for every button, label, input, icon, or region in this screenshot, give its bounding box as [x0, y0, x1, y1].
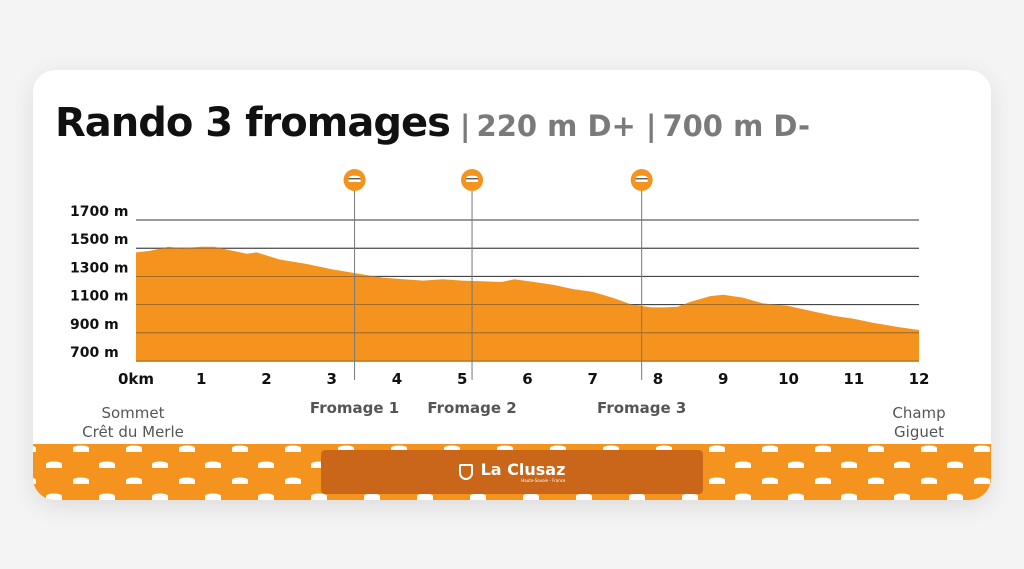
cheese-icon	[735, 493, 751, 500]
cheese-icon	[232, 477, 248, 484]
shield-icon	[458, 464, 473, 480]
cheese-icon	[46, 493, 62, 500]
cheese-icon	[311, 493, 327, 500]
end-location-label: Giguet	[894, 423, 944, 441]
cheese-icon	[33, 478, 36, 484]
cheese-icon	[762, 445, 778, 452]
cheese-icon	[815, 477, 831, 484]
start-location-label: Sommet	[101, 404, 164, 422]
x-tick-label: 0km	[118, 370, 154, 388]
marker-label: Fromage 3	[597, 399, 686, 417]
cheese-icon	[73, 445, 89, 452]
logo-text: La Clusaz	[480, 459, 566, 479]
cheese-icon	[629, 493, 645, 500]
cheese-icon-band	[348, 178, 361, 180]
title-row: Rando 3 fromages | 220 m D+ | 700 m D-	[55, 100, 810, 146]
x-tick-label: 4	[392, 370, 402, 388]
cheese-icon-side	[348, 178, 361, 182]
x-tick-label: 11	[843, 370, 864, 388]
cheese-icon	[126, 477, 142, 484]
cheese-icon	[921, 445, 937, 452]
cheese-icon	[974, 477, 990, 484]
marker-label: Fromage 2	[427, 399, 516, 417]
cheese-icon	[179, 477, 195, 484]
cheese-icon-side	[635, 178, 648, 182]
cheese-icon	[205, 461, 221, 468]
y-tick-label: 700 m	[70, 345, 119, 361]
cheese-icon	[894, 461, 910, 468]
cheese-icon	[921, 477, 937, 484]
brand-logo: La Clusaz Haute-Savoie - France	[321, 450, 703, 494]
cheese-icon	[417, 493, 433, 500]
cheese-icon	[576, 493, 592, 500]
cheese-icon	[762, 477, 778, 484]
ascent-stat: 220 m D+	[476, 109, 636, 143]
cheese-icon-band	[635, 178, 648, 180]
cheese-icon	[364, 493, 380, 500]
cheese-icon	[788, 493, 804, 500]
cheese-icon	[841, 493, 857, 500]
cheese-icon	[947, 493, 963, 500]
cheese-icon	[947, 461, 963, 468]
y-tick-label: 1700 m	[70, 204, 128, 220]
cheese-icon	[152, 461, 168, 468]
cheese-icon-band	[466, 178, 479, 180]
cheese-icon	[152, 493, 168, 500]
cheese-icon	[815, 445, 831, 452]
cheese-icon	[841, 461, 857, 468]
start-location-label: Crêt du Merle	[82, 423, 184, 441]
y-tick-label: 1500 m	[70, 232, 128, 248]
x-tick-label: 9	[718, 370, 728, 388]
cheese-icon	[709, 445, 725, 452]
title-separator: |	[459, 109, 471, 143]
profile-card: Rando 3 fromages | 220 m D+ | 700 m D- 1700 …	[33, 70, 991, 500]
x-tick-label: 5	[457, 370, 467, 388]
cheese-icon	[258, 493, 274, 500]
x-tick-label: 3	[327, 370, 337, 388]
cheese-icon	[974, 445, 990, 452]
y-tick-label: 900 m	[70, 317, 119, 333]
cheese-icon	[709, 477, 725, 484]
cheese-icon	[682, 493, 698, 500]
cheese-icon	[523, 493, 539, 500]
x-tick-label: 2	[261, 370, 271, 388]
cheese-icon	[894, 493, 910, 500]
descent-stat: 700 m D-	[662, 109, 811, 143]
cheese-icon	[285, 445, 301, 452]
cheese-icon	[126, 445, 142, 452]
y-tick-label: 1100 m	[70, 289, 128, 305]
x-tick-label: 10	[778, 370, 799, 388]
marker-label: Fromage 1	[310, 399, 399, 417]
x-tick-label: 12	[909, 370, 930, 388]
title-separator-2: |	[645, 109, 657, 143]
footer-banner: La Clusaz Haute-Savoie - France	[33, 444, 991, 500]
logo-tagline: Haute-Savoie - France	[521, 477, 566, 483]
cheese-icon	[868, 477, 884, 484]
x-tick-label: 1	[196, 370, 206, 388]
cheese-icon	[868, 445, 884, 452]
x-tick-label: 6	[522, 370, 532, 388]
cheese-icon	[33, 446, 36, 452]
cheese-icon	[232, 445, 248, 452]
cheese-icon	[788, 461, 804, 468]
elevation-area	[136, 246, 919, 361]
cheese-icon	[258, 461, 274, 468]
cheese-icon	[99, 493, 115, 500]
cheese-icon	[99, 461, 115, 468]
cheese-icon	[735, 461, 751, 468]
cheese-icon	[205, 493, 221, 500]
cheese-icon	[73, 477, 89, 484]
cheese-icon	[470, 493, 486, 500]
cheese-icon	[179, 445, 195, 452]
x-tick-label: 8	[653, 370, 663, 388]
cheese-icon-side	[466, 178, 479, 182]
x-tick-label: 7	[588, 370, 598, 388]
y-tick-label: 1300 m	[70, 260, 128, 276]
end-location-label: Champ	[892, 404, 945, 422]
cheese-icon	[46, 461, 62, 468]
cheese-icon	[285, 477, 301, 484]
page-title: Rando 3 fromages	[55, 100, 451, 146]
